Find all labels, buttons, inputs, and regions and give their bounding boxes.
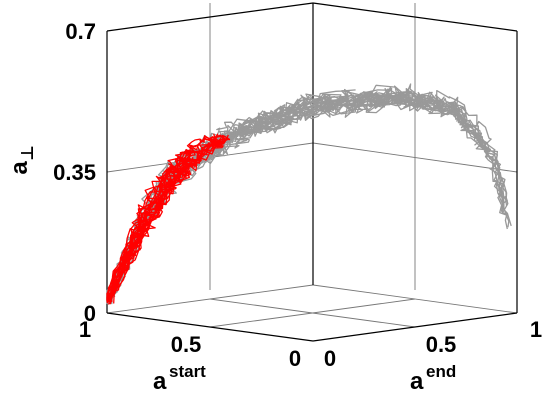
frame-edge bbox=[106, 312, 314, 342]
trajectory-line bbox=[110, 95, 507, 305]
trajectory-line bbox=[109, 94, 504, 301]
x-axis-label: a start bbox=[153, 362, 206, 395]
z-tick-label: 0.35 bbox=[53, 160, 96, 185]
y-axis-label-base: a bbox=[410, 368, 424, 395]
z-axis-label-base: a bbox=[6, 161, 33, 175]
axes-frame bbox=[106, 2, 518, 342]
z-tick-label: 0.7 bbox=[65, 19, 96, 44]
x-axis-label-base: a bbox=[153, 368, 167, 395]
grid-line bbox=[312, 142, 518, 173]
x-axis-label-sup: start bbox=[169, 362, 206, 381]
trajectory-line bbox=[107, 95, 508, 303]
series-red bbox=[106, 133, 231, 305]
trajectory-line bbox=[106, 150, 196, 302]
x-tick-label: 0.5 bbox=[171, 332, 202, 357]
back-grid bbox=[106, 3, 518, 328]
trajectory-line bbox=[109, 136, 231, 303]
y-tick-label: 0 bbox=[324, 346, 336, 371]
z-axis-label: a ⊥ bbox=[6, 145, 37, 174]
frame-edge bbox=[312, 312, 518, 342]
x-tick-label: 1 bbox=[79, 317, 91, 342]
y-tick-label: 0.5 bbox=[426, 332, 457, 357]
series-gray bbox=[106, 83, 512, 305]
z-axis-label-sub: ⊥ bbox=[18, 145, 37, 161]
trajectory-line bbox=[108, 134, 222, 303]
z-tick-label: 0 bbox=[84, 301, 96, 326]
x-tick-label: 0 bbox=[289, 346, 301, 371]
y-axis-label-sup: end bbox=[426, 362, 456, 381]
trajectory-line bbox=[106, 89, 356, 301]
trajectory-line bbox=[108, 138, 224, 301]
grid-line bbox=[209, 298, 416, 328]
frame-edge bbox=[312, 2, 518, 32]
frame-edge bbox=[106, 2, 314, 32]
trajectory-line bbox=[109, 152, 208, 302]
y-tick-label: 1 bbox=[530, 317, 542, 342]
trajectory-line bbox=[107, 91, 508, 300]
y-axis-label: a end bbox=[410, 362, 456, 395]
